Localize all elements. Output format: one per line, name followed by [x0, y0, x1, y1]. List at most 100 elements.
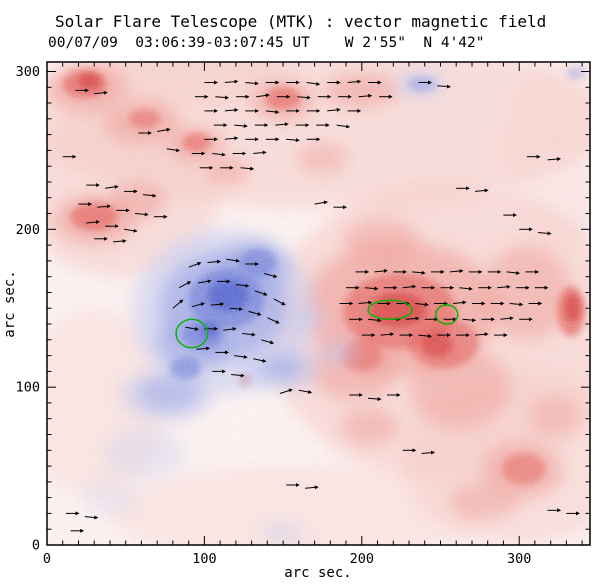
vector-arrow: [506, 270, 521, 275]
vector-arrow: [210, 302, 225, 307]
vector-arrow: [135, 212, 149, 217]
x-tick-label: 300: [507, 551, 531, 567]
flare-contour: [367, 299, 413, 320]
vector-arrow: [538, 231, 552, 236]
vector-arrow: [224, 108, 239, 113]
y-tick-label: 300: [16, 64, 40, 80]
vector-arrow: [166, 148, 181, 153]
vector-arrow: [235, 283, 250, 288]
vector-arrow: [178, 281, 192, 289]
vector-arrow: [368, 397, 382, 402]
x-tick-label: 0: [43, 551, 51, 567]
vector-arrow: [405, 316, 420, 321]
vector-arrow: [196, 346, 211, 351]
vector-arrow: [242, 332, 256, 337]
vector-arrow: [185, 326, 199, 331]
vector-arrow: [240, 166, 255, 171]
vector-arrow: [234, 123, 248, 128]
vector-arrow: [459, 286, 473, 291]
vector-arrow: [347, 79, 362, 84]
vector-arrows-layer: [62, 79, 580, 533]
vector-arrow: [462, 318, 477, 323]
noise-overlay-blue: [47, 62, 590, 545]
vector-arrow: [267, 317, 280, 324]
vector-arrow: [418, 334, 432, 339]
vector-arrow: [380, 332, 395, 337]
vector-arrow: [358, 300, 373, 305]
vector-arrow: [314, 200, 328, 205]
vector-arrow: [248, 310, 262, 316]
y-tick-label: 0: [32, 538, 40, 554]
vector-arrow: [368, 318, 382, 323]
vector-arrow: [497, 284, 511, 289]
flare-contour: [435, 304, 459, 325]
vector-arrow: [298, 389, 313, 394]
y-tick-label: 200: [16, 222, 40, 238]
x-tick-label: 100: [192, 551, 216, 567]
vector-arrow: [264, 273, 278, 278]
vector-arrow: [279, 388, 293, 394]
vector-arrow: [198, 279, 212, 284]
vector-arrow: [97, 204, 111, 209]
vector-arrow: [253, 358, 267, 363]
vector-arrow: [509, 302, 524, 307]
axes-layer: 0 100 200 300 0 100 200 300: [16, 61, 591, 567]
vector-arrow: [415, 302, 429, 307]
vector-arrow: [437, 84, 451, 89]
vector-arrow: [306, 81, 321, 86]
vector-arrow: [94, 90, 108, 95]
vector-arrow: [215, 95, 229, 100]
vector-arrow: [207, 259, 222, 264]
vector-arrow: [223, 327, 237, 331]
vector-arrow: [124, 228, 138, 233]
contour-layer: [175, 299, 459, 349]
vector-arrow: [475, 332, 489, 337]
plot-frame: [46, 61, 591, 546]
vector-arrow: [297, 95, 311, 100]
vector-arrow: [402, 284, 417, 289]
vector-arrow: [245, 81, 259, 86]
vector-arrow: [229, 307, 244, 312]
y-tick-label: 100: [16, 380, 40, 396]
vector-arrow: [475, 188, 489, 193]
vector-arrow: [188, 262, 202, 268]
vector-arrow: [212, 152, 226, 157]
plot-title: Solar Flare Telescope (MTK) : vector mag…: [55, 12, 546, 31]
vector-arrow: [84, 515, 99, 520]
x-axis-label: arc sec.: [284, 565, 351, 581]
vector-arrow: [358, 93, 373, 98]
vector-arrow: [113, 239, 127, 244]
vector-arrow: [105, 184, 119, 189]
vector-arrow: [500, 316, 514, 321]
y-axis-label: arc sec.: [2, 270, 18, 337]
vector-arrow: [260, 339, 275, 345]
vector-arrow: [224, 136, 239, 141]
vector-arrow: [374, 268, 388, 273]
vector-arrow: [172, 299, 184, 309]
vector-arrow: [86, 220, 100, 224]
vector-arrow: [226, 258, 240, 263]
vector-arrow: [191, 302, 205, 308]
vector-arrow: [224, 79, 239, 84]
vector-arrow: [547, 157, 561, 162]
x-tick-label: 200: [350, 551, 374, 567]
vector-arrow: [273, 298, 286, 306]
vector-arrow: [453, 300, 467, 305]
vector-arrow: [234, 354, 248, 359]
vector-arrow: [275, 122, 289, 127]
vector-arrow: [265, 109, 280, 114]
vector-arrow: [449, 269, 464, 274]
vector-arrow: [256, 93, 270, 98]
vector-arrow: [412, 270, 426, 275]
vector-arrow: [254, 290, 268, 296]
vector-arrow: [157, 127, 171, 132]
vector-arrow: [142, 193, 157, 198]
vector-arrow: [286, 138, 300, 143]
vector-arrow: [305, 485, 319, 490]
vector-arrow: [421, 450, 436, 455]
plot-subtitle: 00/07/09 03:06:39-03:07:45 UT W 2'55" N …: [48, 35, 485, 51]
vector-arrow: [253, 150, 267, 155]
flare-contour: [175, 318, 209, 349]
